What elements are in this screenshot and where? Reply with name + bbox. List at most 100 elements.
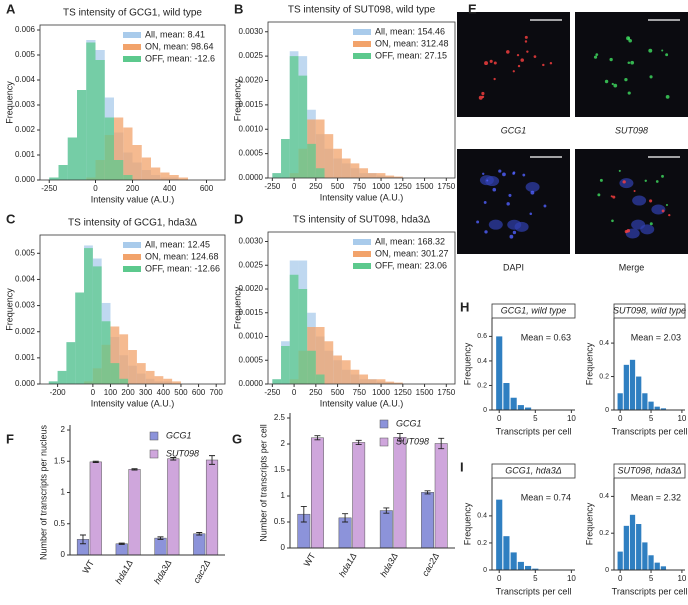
- fluorescent-spot: [512, 70, 515, 73]
- x-tick-label: hda1Δ: [337, 551, 359, 579]
- x-tick-label: WT: [302, 551, 318, 569]
- image-label: GCG1: [501, 125, 527, 135]
- x-tick-label: 10: [567, 574, 576, 583]
- legend-label: All, mean: 12.45: [145, 239, 210, 249]
- micrograph: [457, 149, 570, 254]
- histogram-bar: [169, 175, 179, 180]
- y-tick-label: 0: [605, 407, 609, 414]
- histogram-bar: [315, 327, 325, 384]
- y-tick-label: 0.2: [477, 540, 487, 547]
- y-tick-label: 0.0005: [239, 149, 264, 158]
- fluorescent-spot: [604, 79, 609, 84]
- chart-title: SUT098, hda3Δ: [617, 465, 681, 475]
- title-box: [491, 463, 576, 479]
- nucleus: [631, 219, 646, 230]
- x-tick-label: 1250: [394, 182, 412, 191]
- annotation: Mean = 2.03: [631, 332, 681, 342]
- fluorescent-spot: [526, 50, 529, 53]
- x-tick-label: 1000: [372, 182, 390, 191]
- fluorescent-spot: [665, 53, 669, 57]
- histogram-bar: [48, 381, 58, 384]
- legend-swatch: [123, 44, 141, 50]
- legend-label: OFF, mean: 27.15: [375, 50, 447, 60]
- fluorescent-spot: [502, 172, 506, 177]
- legend-label: GCG1: [396, 418, 422, 428]
- fluorescent-spot: [529, 212, 533, 216]
- x-tick-label: 300: [139, 388, 153, 397]
- x-tick-label: 0: [91, 388, 96, 397]
- panel-label: E: [468, 1, 477, 16]
- fluorescent-spot: [626, 36, 631, 41]
- legend-swatch: [123, 56, 141, 62]
- histogram-bar: [350, 369, 360, 384]
- y-tick-label: 0.0025: [239, 260, 264, 269]
- fluorescent-spot: [661, 209, 665, 213]
- legend-label: GCG1: [166, 430, 192, 440]
- histogram-bar: [368, 379, 377, 384]
- y-tick-label: 0.000: [15, 175, 36, 184]
- fluorescent-spot: [498, 169, 502, 173]
- fluorescent-spot: [618, 169, 621, 172]
- x-axis-label: Transcripts per cell: [612, 586, 688, 596]
- fluorescent-spot: [484, 61, 489, 66]
- legend-swatch: [149, 431, 159, 441]
- x-tick-label: -200: [50, 388, 67, 397]
- x-tick-label: 5: [649, 414, 654, 423]
- x-tick-label: 400: [157, 388, 171, 397]
- x-tick-label: 400: [163, 184, 177, 193]
- y-tick-label: 1.5: [274, 465, 286, 474]
- histogram-bar: [114, 160, 124, 180]
- x-tick-label: cac2Δ: [191, 558, 212, 585]
- micrograph: [457, 12, 570, 117]
- fluorescent-spot: [543, 204, 547, 208]
- y-tick-label: 0.0005: [239, 355, 264, 364]
- x-axis-label: Intensity value (A.U.): [91, 194, 175, 204]
- panel-label: I: [460, 459, 464, 474]
- y-tick-label: 0.0010: [239, 124, 264, 133]
- y-tick-label: 0.0000: [239, 173, 264, 182]
- y-axis-label: Frequency: [462, 342, 472, 385]
- bar: [636, 376, 642, 410]
- histogram-bar: [281, 139, 290, 178]
- x-tick-label: 10: [677, 574, 686, 583]
- histogram-bar: [178, 177, 188, 180]
- nucleus: [651, 204, 666, 215]
- fluorescent-spot: [508, 193, 512, 197]
- histogram-bar: [92, 266, 102, 384]
- y-tick-label: 0: [281, 543, 286, 552]
- bar: [421, 492, 435, 549]
- y-tick-label: 0.006: [15, 25, 36, 34]
- bar: [623, 525, 629, 570]
- panel-label: C: [6, 211, 16, 226]
- fluorescent-spot: [493, 61, 497, 65]
- y-tick-label: 0.005: [15, 248, 36, 257]
- fluorescent-spot: [628, 38, 632, 43]
- error-bar: [355, 439, 362, 445]
- plot-frame: [267, 231, 456, 385]
- x-axis-label: Intensity value (A.U.): [320, 398, 404, 408]
- histogram-bar: [272, 379, 282, 384]
- histogram-bar: [163, 378, 173, 384]
- bar: [434, 443, 448, 549]
- x-tick-label: 750: [353, 388, 367, 397]
- y-tick-label: 0: [61, 550, 66, 559]
- error-bar: [383, 507, 390, 514]
- error-bar: [424, 490, 431, 495]
- y-tick-label: 0.4: [599, 493, 609, 500]
- histogram-bar: [324, 341, 334, 384]
- y-tick-label: 0: [605, 567, 609, 574]
- fluorescent-spot: [655, 180, 659, 183]
- error-bar: [300, 505, 307, 523]
- histogram-bar: [66, 342, 76, 384]
- x-tick-label: hda3Δ: [378, 551, 400, 579]
- error-bar: [196, 532, 203, 536]
- legend-label: ON, mean: 124.68: [145, 251, 219, 261]
- histogram-bar: [77, 90, 87, 180]
- x-tick-label: 600: [200, 184, 214, 193]
- y-tick-label: 0.6: [477, 333, 487, 340]
- fluorescent-spot: [530, 190, 535, 195]
- bar: [510, 552, 517, 570]
- y-tick-label: 0.5: [54, 519, 66, 528]
- error-bar: [170, 457, 177, 461]
